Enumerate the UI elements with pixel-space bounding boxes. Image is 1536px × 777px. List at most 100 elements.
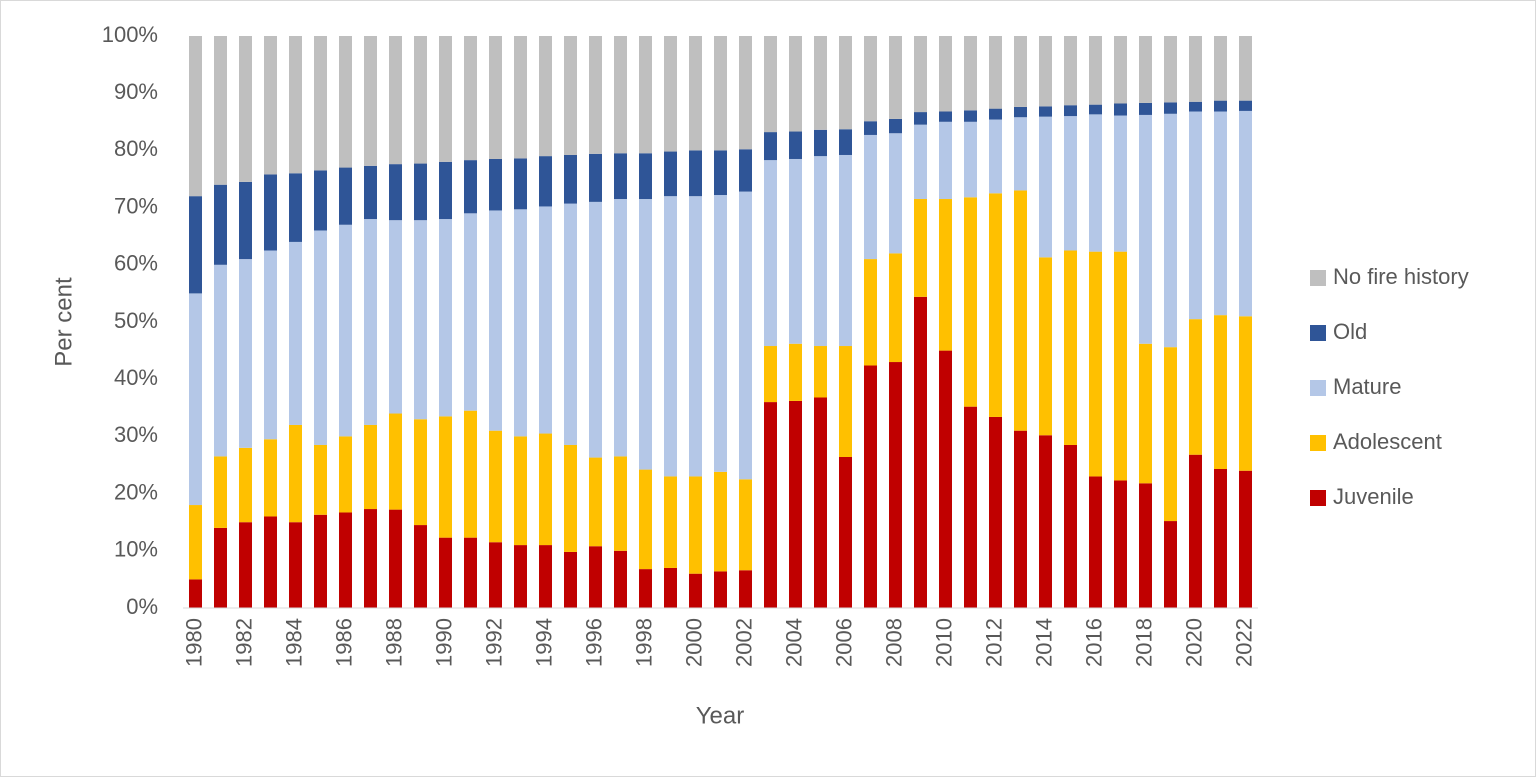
bar-segment [489, 158, 502, 211]
bar-segment [664, 567, 677, 608]
bar-segment [439, 36, 452, 162]
bar-segment [764, 402, 777, 608]
bar-segment [214, 264, 227, 457]
bar-segment [1164, 113, 1177, 348]
bar-segment [389, 220, 402, 414]
bar-segment [714, 36, 727, 151]
bar-segment [1039, 116, 1052, 258]
bar-segment [214, 184, 227, 265]
y-tick-label: 100% [102, 22, 158, 47]
bar-segment [1139, 102, 1152, 115]
bar-segment [514, 158, 527, 210]
bar-segment [814, 156, 827, 347]
bar-segment [189, 293, 202, 506]
x-tick-label: 2020 [1181, 618, 1206, 667]
bar-segment [1164, 347, 1177, 522]
bar-segment [1064, 444, 1077, 608]
bar-segment [314, 36, 327, 171]
bar-segment [1139, 114, 1152, 344]
bar-segment [1189, 36, 1202, 102]
bar-segment [664, 151, 677, 197]
bar-segment [939, 111, 952, 122]
bar-segment [639, 36, 652, 154]
bar-segment [564, 203, 577, 445]
bar-segment [239, 447, 252, 523]
x-tick-label: 1986 [331, 618, 356, 667]
bar-segment [364, 424, 377, 510]
x-tick-label: 1980 [181, 618, 206, 667]
y-axis-title: Per cent [50, 277, 77, 367]
bar-segment [364, 165, 377, 220]
x-tick-label: 1984 [281, 618, 306, 667]
bar-segment [1239, 470, 1252, 608]
bar-segment [839, 36, 852, 130]
bar-segment [789, 36, 802, 132]
legend-label: No fire history [1333, 264, 1469, 289]
x-tick-label: 2000 [681, 618, 706, 667]
bar-segment [239, 36, 252, 182]
bar-segment [289, 522, 302, 608]
y-tick-label: 0% [126, 594, 158, 619]
bar-segment [964, 121, 977, 198]
bar-segment [1089, 104, 1102, 115]
bar-segment [1164, 36, 1177, 103]
bar-segment [539, 36, 552, 157]
bar-segment [639, 569, 652, 608]
x-tick-label: 2014 [1031, 618, 1056, 667]
bar-segment [914, 296, 927, 608]
bar-segment [564, 551, 577, 608]
y-tick-label: 40% [114, 365, 158, 390]
bar-segment [614, 456, 627, 551]
x-tick-label: 2018 [1131, 618, 1156, 667]
bar-segment [1239, 110, 1252, 317]
bar-segment [1189, 319, 1202, 455]
bar-segment [614, 550, 627, 608]
bar-segment [1014, 117, 1027, 191]
x-tick-label: 2008 [881, 618, 906, 667]
bar-segment [1064, 105, 1077, 117]
bar-segment [364, 509, 377, 608]
x-tick-label: 2022 [1231, 618, 1256, 667]
bar-segment [1039, 435, 1052, 608]
bar-segment [889, 133, 902, 254]
bar-segment [439, 537, 452, 608]
bar-segment [989, 193, 1002, 417]
bar-segment [639, 199, 652, 470]
bar-segment [189, 196, 202, 294]
bar-segment [339, 436, 352, 513]
bar-segment [514, 36, 527, 159]
bar-segment [1089, 114, 1102, 252]
bar-segment [1114, 103, 1127, 116]
bar-segment [914, 124, 927, 200]
bar-segment [889, 36, 902, 119]
legend-swatch [1310, 490, 1326, 506]
bar-segment [389, 413, 402, 510]
bar-segment [264, 439, 277, 517]
bar-segment [314, 514, 327, 608]
bar-segment [1239, 316, 1252, 471]
bar-segment [1039, 257, 1052, 436]
bar-segment [1164, 521, 1177, 608]
x-tick-label: 1994 [531, 618, 556, 667]
bar-segment [1214, 315, 1227, 470]
bar-segment [1014, 430, 1027, 608]
x-axis-title: Year [696, 702, 745, 729]
bar-segment [1014, 36, 1027, 107]
bar-segment [689, 150, 702, 197]
bar-segment [614, 153, 627, 200]
x-tick-label: 1982 [231, 618, 256, 667]
bar-segment [914, 36, 927, 113]
bar-segment [1114, 115, 1127, 252]
bar-segment [514, 545, 527, 608]
bar-segment [914, 199, 927, 297]
bar-segment [889, 362, 902, 608]
bar-segment [214, 456, 227, 528]
bar-segment [1064, 36, 1077, 106]
bar-segment [314, 230, 327, 445]
bar-segment [489, 210, 502, 431]
bar-segment [389, 509, 402, 608]
bar-segment [1114, 251, 1127, 481]
bar-segment [289, 36, 302, 174]
bar-segment [539, 156, 552, 207]
x-tick-label: 1992 [481, 618, 506, 667]
